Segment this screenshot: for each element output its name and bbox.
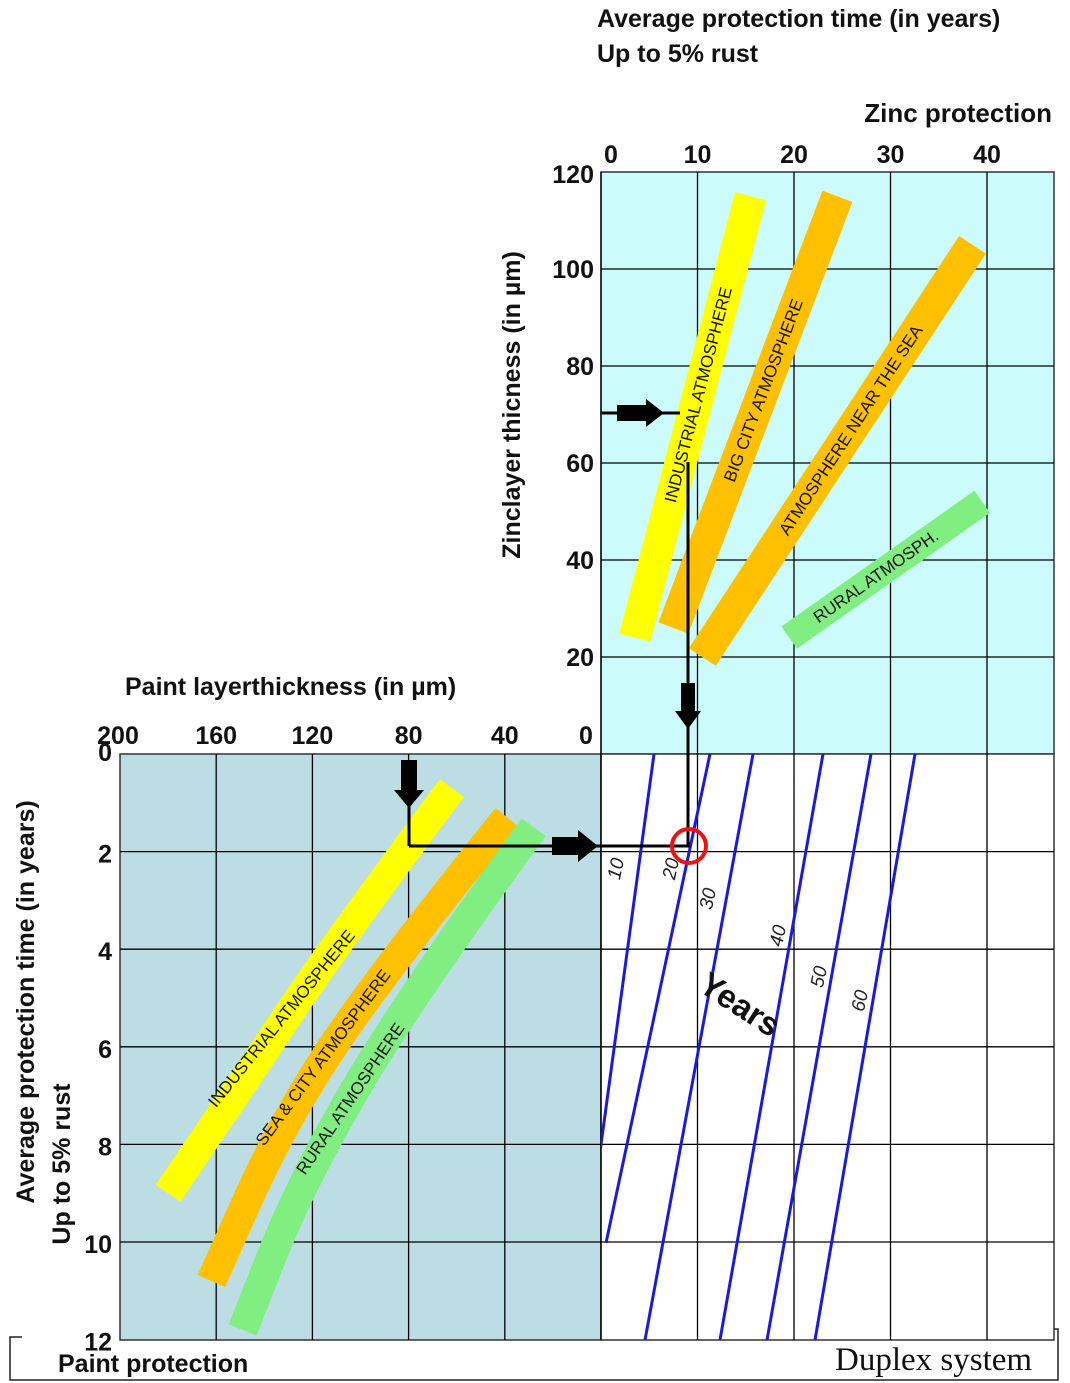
zinc-band-2 xyxy=(688,236,986,666)
arrow-right-zinc xyxy=(617,399,664,427)
paint-band-2 xyxy=(228,818,546,1336)
zinc-y-axis-title: Zinclayer thicness (in µm) xyxy=(498,251,526,559)
paint-protection-label: Paint protection xyxy=(58,1350,248,1378)
duplex-line-50 xyxy=(765,754,873,1340)
paint-band-1 xyxy=(197,808,519,1288)
duplex-line-label: 10 xyxy=(604,856,629,881)
paint-y-tick: 8 xyxy=(98,1133,112,1161)
paint-y-tick: 6 xyxy=(98,1036,112,1064)
paint-x-tick: 80 xyxy=(395,722,423,750)
duplex-line-label: 30 xyxy=(696,886,721,911)
zinc-x-tick: 40 xyxy=(973,141,1001,169)
zinc-x-tick: 10 xyxy=(684,141,712,169)
duplex-line-10 xyxy=(601,754,656,1153)
zinc-y-tick: 120 xyxy=(552,161,594,189)
result-marker xyxy=(670,827,708,865)
zinc-y-tick: 60 xyxy=(566,450,594,478)
duplex-line-30 xyxy=(643,754,755,1340)
zinc-band-1 xyxy=(658,190,853,634)
zinc-x-tick: 30 xyxy=(877,141,905,169)
duplex-line-20 xyxy=(604,754,712,1244)
paint-x-tick: 160 xyxy=(195,722,237,750)
paint-x-tick: 200 xyxy=(97,722,139,750)
paint-x-tick: 40 xyxy=(491,722,519,750)
zinc-y-tick: 20 xyxy=(566,644,594,672)
arrow-right-paint xyxy=(552,830,598,862)
zinc-y-tick: 80 xyxy=(566,353,594,381)
duplex-line-label: 40 xyxy=(766,923,791,948)
zinc-band-3 xyxy=(781,490,990,649)
paint-axis-title: Paint layerthickness (in µm) xyxy=(125,673,456,701)
arrow-down-zinc xyxy=(675,683,701,729)
duplex-line-label: 60 xyxy=(848,988,873,1013)
zinc-x-tick: 20 xyxy=(780,141,808,169)
top-title-line2: Up to 5% rust xyxy=(597,40,759,68)
paint-x-tick: 120 xyxy=(292,722,334,750)
duplex-lines xyxy=(601,754,917,1340)
paint-band-0 xyxy=(155,779,464,1202)
frame-bracket xyxy=(9,1328,1059,1381)
zinc-x-tick: 0 xyxy=(604,141,618,169)
paint-y-tick: 2 xyxy=(98,841,112,869)
tick-labels: 0 10 20 30 40 20 40 60 80 100 120 200 160 120 80 40 0 0 2 4… xyxy=(84,141,1001,1357)
paint-y-axis-title-line1: Average protection time (in years) xyxy=(12,800,40,1203)
arrows xyxy=(394,399,701,862)
top-title-line1: Average protection time (in years) xyxy=(597,5,1000,33)
guide-lines xyxy=(407,411,690,848)
paint-x-tick: 0 xyxy=(579,722,593,750)
duplex-line-40 xyxy=(718,754,825,1340)
paint-y-tick: 4 xyxy=(98,938,112,966)
arrow-down-paint xyxy=(394,760,424,808)
paint-y-axis-title-line2: Up to 5% rust xyxy=(48,1083,76,1245)
duplex-line-60 xyxy=(813,754,917,1340)
zinc-axis-title: Zinc protection xyxy=(864,98,1052,128)
paint-y-tick: 10 xyxy=(84,1231,112,1259)
zinc-y-tick: 100 xyxy=(552,256,594,284)
paint-y-tick: 12 xyxy=(84,1329,112,1357)
zinc-y-tick: 40 xyxy=(566,547,594,575)
duplex-line-label: 50 xyxy=(807,964,832,989)
zinc-band-0 xyxy=(619,192,767,642)
paint-y-tick: 0 xyxy=(98,739,112,767)
duplex-system-label: Duplex system xyxy=(835,1342,1032,1378)
